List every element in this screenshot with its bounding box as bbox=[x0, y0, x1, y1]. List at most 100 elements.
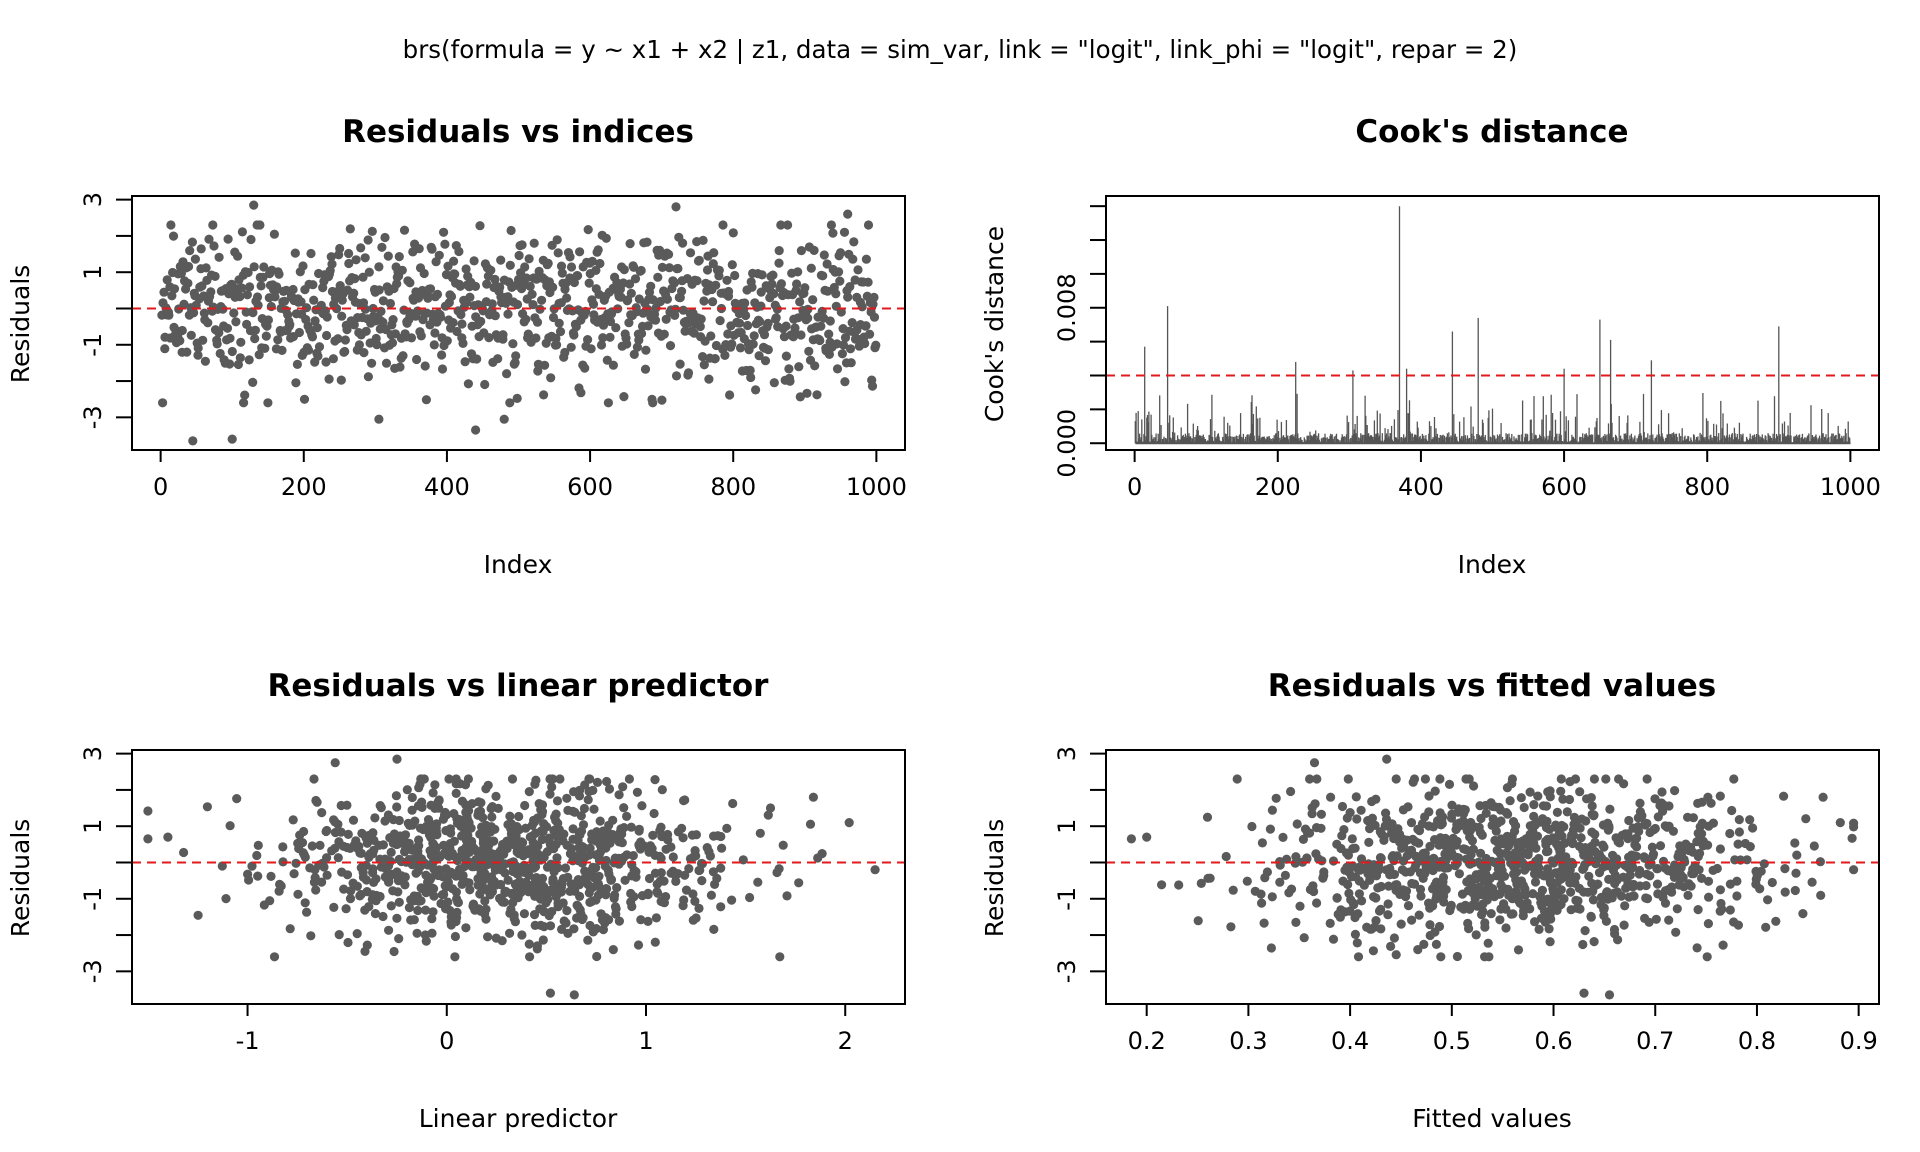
data-point bbox=[1298, 834, 1308, 845]
data-point bbox=[1481, 808, 1491, 818]
data-point bbox=[383, 251, 393, 261]
data-point bbox=[1438, 812, 1448, 822]
x-tick-label: 0 bbox=[1127, 473, 1142, 501]
data-point bbox=[1332, 893, 1342, 903]
data-point bbox=[1420, 848, 1430, 858]
data-point bbox=[1588, 895, 1598, 905]
data-point bbox=[372, 340, 382, 350]
data-point bbox=[1651, 914, 1661, 924]
data-point bbox=[1354, 889, 1364, 899]
data-point bbox=[857, 302, 867, 312]
data-point bbox=[795, 297, 805, 307]
data-point bbox=[299, 826, 309, 837]
data-point bbox=[377, 242, 387, 252]
data-point bbox=[548, 312, 559, 323]
data-point bbox=[1232, 774, 1242, 784]
data-point bbox=[796, 330, 806, 340]
data-point bbox=[1623, 878, 1633, 888]
data-point bbox=[1835, 818, 1845, 828]
data-point bbox=[453, 897, 463, 907]
data-point bbox=[1748, 823, 1758, 833]
data-point bbox=[595, 816, 605, 826]
data-point bbox=[1328, 934, 1339, 944]
data-point bbox=[401, 844, 411, 854]
data-point bbox=[1530, 877, 1541, 887]
data-point bbox=[1639, 852, 1649, 862]
data-point bbox=[1307, 809, 1317, 819]
data-point bbox=[531, 333, 541, 343]
data-point bbox=[1385, 863, 1395, 874]
data-point bbox=[794, 878, 804, 888]
y-tick-label: 0.000 bbox=[1053, 409, 1081, 478]
data-point bbox=[444, 774, 454, 784]
data-point bbox=[824, 349, 835, 359]
data-point bbox=[781, 321, 791, 331]
data-point bbox=[227, 434, 237, 444]
data-point bbox=[168, 231, 179, 241]
data-point bbox=[609, 893, 619, 904]
data-point bbox=[493, 354, 503, 364]
data-point bbox=[437, 350, 447, 360]
data-point bbox=[278, 842, 288, 852]
data-point bbox=[604, 784, 615, 794]
data-point bbox=[1670, 786, 1680, 796]
data-point bbox=[1809, 841, 1819, 851]
data-point bbox=[769, 289, 779, 299]
data-point bbox=[427, 244, 437, 254]
data-point bbox=[1676, 870, 1686, 880]
data-point bbox=[545, 774, 555, 784]
data-point bbox=[1347, 834, 1357, 844]
data-point bbox=[389, 946, 399, 957]
data-point bbox=[1652, 879, 1663, 889]
data-point bbox=[198, 335, 208, 345]
data-point bbox=[1454, 869, 1464, 879]
data-point bbox=[1391, 774, 1401, 784]
data-point bbox=[1631, 851, 1642, 861]
data-point bbox=[1544, 924, 1554, 934]
data-point bbox=[1157, 880, 1167, 890]
data-point bbox=[235, 292, 245, 302]
data-point bbox=[1436, 952, 1446, 962]
data-point bbox=[290, 248, 300, 258]
data-point bbox=[1674, 880, 1684, 890]
data-point bbox=[824, 329, 834, 339]
data-point bbox=[244, 875, 254, 885]
data-point bbox=[1368, 946, 1378, 956]
data-point bbox=[1434, 921, 1445, 932]
data-point bbox=[1355, 862, 1365, 872]
data-point bbox=[169, 284, 180, 294]
data-point bbox=[1619, 920, 1629, 930]
data-point bbox=[505, 260, 515, 270]
data-point bbox=[269, 952, 280, 962]
data-point bbox=[301, 303, 312, 313]
data-point bbox=[342, 325, 352, 335]
data-point bbox=[416, 331, 426, 341]
data-point bbox=[437, 890, 447, 900]
data-point bbox=[760, 356, 771, 366]
data-point bbox=[306, 248, 316, 259]
data-point bbox=[1734, 815, 1744, 825]
data-point bbox=[578, 820, 589, 830]
data-point bbox=[632, 342, 643, 352]
data-point bbox=[337, 867, 347, 877]
data-point bbox=[616, 824, 626, 834]
data-point bbox=[343, 937, 353, 948]
y-axis-label: Cook's distance bbox=[980, 226, 1009, 422]
data-point bbox=[392, 839, 402, 850]
data-point bbox=[1451, 840, 1461, 850]
data-point bbox=[1517, 838, 1527, 848]
data-point bbox=[1520, 889, 1530, 900]
data-point bbox=[603, 398, 614, 408]
data-point bbox=[634, 824, 644, 834]
data-point bbox=[517, 930, 527, 940]
data-point bbox=[250, 325, 260, 335]
data-point bbox=[179, 847, 189, 858]
data-point bbox=[598, 320, 609, 330]
data-point bbox=[1511, 886, 1521, 896]
data-point bbox=[586, 344, 596, 354]
data-point bbox=[568, 834, 578, 845]
data-point bbox=[636, 265, 646, 276]
data-point bbox=[1725, 905, 1735, 915]
x-tick-label: 0.9 bbox=[1840, 1027, 1878, 1055]
data-point bbox=[543, 258, 553, 268]
